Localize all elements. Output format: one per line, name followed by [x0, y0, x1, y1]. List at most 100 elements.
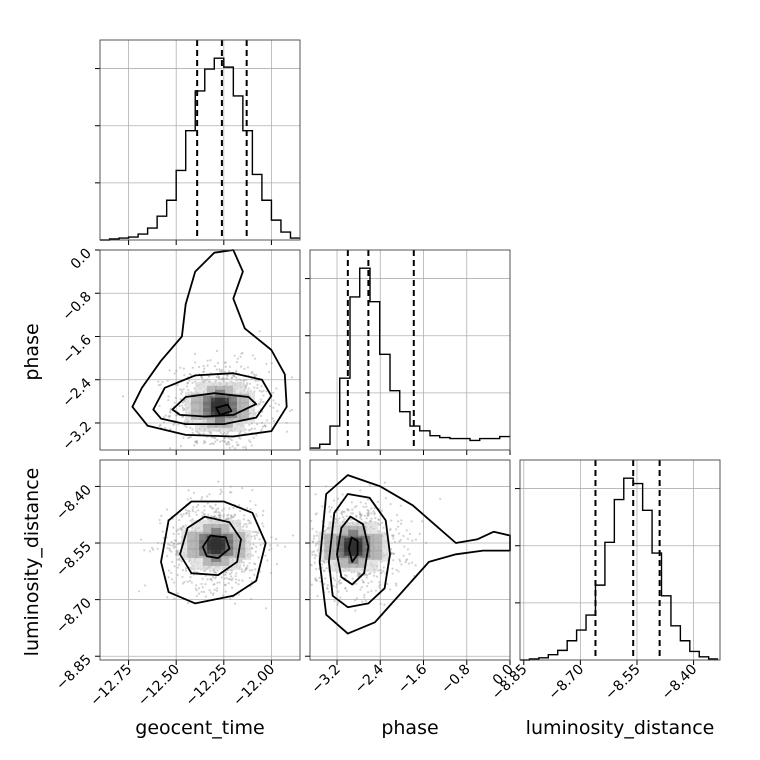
scatter-point	[326, 587, 329, 590]
scatter-point	[179, 388, 182, 391]
scatter-point	[178, 563, 181, 566]
scatter-point	[148, 550, 151, 553]
scatter-point	[157, 380, 160, 383]
scatter-point	[343, 510, 346, 513]
scatter-point	[313, 553, 317, 556]
scatter-point	[379, 572, 382, 575]
scatter-point	[177, 532, 180, 535]
scatter-point	[285, 430, 289, 433]
scatter-point	[187, 389, 190, 392]
scatter-point	[200, 498, 203, 501]
scatter-point	[202, 370, 206, 373]
tick-label-x: −2.4	[352, 661, 387, 696]
scatter-point	[246, 366, 250, 369]
scatter-point	[190, 581, 193, 584]
scatter-point	[330, 506, 334, 509]
scatter-point	[254, 562, 257, 566]
scatter-point	[242, 379, 246, 382]
scatter-point	[347, 509, 350, 512]
scatter-point	[186, 381, 189, 384]
scatter-point	[204, 379, 207, 382]
tick-label-x: −8.70	[546, 662, 588, 704]
scatter-point	[263, 424, 267, 427]
scatter-point	[359, 588, 362, 591]
scatter-point	[239, 437, 242, 440]
scatter-point	[230, 571, 233, 574]
scatter-point	[263, 424, 266, 427]
contour-line	[215, 403, 233, 416]
scatter-point	[158, 424, 161, 427]
scatter-point	[217, 507, 220, 510]
panel-frame	[99, 459, 301, 661]
scatter-point	[243, 367, 246, 370]
density-cell	[378, 551, 389, 562]
scatter-point	[206, 378, 209, 381]
scatter-point	[315, 579, 318, 582]
scatter-point	[246, 381, 249, 385]
scatter-point	[250, 580, 253, 583]
scatter-point	[173, 422, 176, 425]
scatter-point	[206, 364, 209, 367]
scatter-point	[230, 439, 234, 442]
scatter-point	[392, 552, 396, 556]
scatter-point	[275, 387, 278, 390]
density-cell	[378, 541, 389, 552]
scatter-point	[264, 425, 267, 428]
scatter-point	[370, 507, 373, 510]
scatter-point	[222, 573, 225, 576]
scatter-point	[249, 428, 252, 431]
scatter-point	[291, 376, 294, 379]
scatter-point	[221, 439, 224, 443]
panel-frame	[99, 249, 301, 451]
scatter-point	[391, 567, 394, 570]
scatter-point	[235, 378, 238, 382]
contour-line	[131, 249, 288, 438]
density-cell	[324, 541, 335, 552]
density-cell	[372, 549, 383, 560]
scatter-point	[257, 531, 260, 534]
scatter-point	[182, 436, 185, 439]
density-cell	[185, 411, 195, 422]
scatter-point	[394, 528, 398, 531]
scatter-point	[240, 568, 243, 571]
scatter-point	[378, 523, 382, 526]
scatter-point	[229, 597, 232, 601]
scatter-point	[266, 559, 269, 562]
scatter-point	[247, 387, 250, 390]
scatter-point	[194, 587, 197, 590]
scatter-point	[168, 411, 172, 414]
density-cell	[191, 519, 202, 530]
scatter-point	[261, 514, 264, 517]
scatter-point	[408, 553, 411, 556]
scatter-point	[390, 547, 393, 551]
density-cell	[324, 533, 335, 544]
density-cell	[336, 547, 347, 558]
scatter-point	[191, 428, 194, 431]
scatter-point	[164, 414, 167, 417]
scatter-point	[386, 582, 389, 586]
scatter-point	[255, 433, 258, 437]
scatter-point	[214, 577, 217, 580]
scatter-point	[188, 510, 191, 513]
scatter-point	[265, 362, 268, 366]
scatter-point	[323, 569, 326, 573]
density-cell	[360, 535, 371, 546]
scatter-point	[212, 507, 215, 510]
scatter-point	[246, 519, 250, 522]
scatter-point	[230, 514, 233, 517]
scatter-point	[213, 511, 216, 514]
scatter-point	[424, 541, 428, 544]
scatter-point	[237, 579, 240, 582]
scatter-point	[182, 367, 185, 370]
scatter-point	[199, 375, 203, 379]
scatter-point	[325, 528, 328, 532]
scatter-point	[364, 599, 367, 602]
panel-luminosity-distance-vs-geocent-time	[95, 459, 301, 665]
scatter-point	[218, 514, 221, 517]
scatter-point	[221, 432, 225, 436]
scatter-point	[178, 518, 181, 522]
scatter-point	[173, 597, 176, 600]
scatter-point	[188, 514, 191, 518]
density-cell	[372, 541, 383, 552]
scatter-point	[180, 560, 183, 563]
